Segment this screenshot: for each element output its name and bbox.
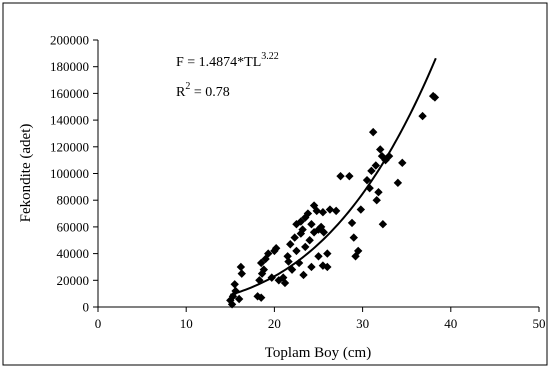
data-point <box>376 145 385 154</box>
data-point <box>312 206 321 216</box>
data-point <box>430 93 440 102</box>
data-point <box>307 220 316 229</box>
equation-annotation: F = 1.4874*TL3.22 <box>176 51 279 70</box>
y-tick-label: 60000 <box>57 219 90 234</box>
data-point <box>398 158 407 168</box>
data-point <box>331 206 341 216</box>
data-point <box>368 127 378 137</box>
y-tick-label: 100000 <box>50 166 89 181</box>
data-point <box>307 262 316 272</box>
data-point <box>259 265 269 274</box>
data-point <box>264 249 273 258</box>
data-point <box>298 225 307 234</box>
r2-label: R <box>176 85 186 100</box>
x-axis-title: Toplam Boy (cm) <box>265 345 371 361</box>
data-point <box>256 293 266 302</box>
data-point <box>319 228 328 237</box>
data-points <box>226 91 440 309</box>
y-tick-label: 40000 <box>57 246 90 261</box>
data-point <box>280 278 290 288</box>
y-tick-label: 200000 <box>50 33 89 48</box>
trend-curve <box>230 57 437 296</box>
data-point <box>371 161 381 170</box>
data-point <box>356 205 366 214</box>
data-point <box>231 286 240 296</box>
x-tick-label: 0 <box>95 316 102 331</box>
data-point <box>418 111 427 121</box>
axes: 0 10 20 30 40 50 0 20000 40000 60000 80000 100000 12… <box>50 33 546 332</box>
data-point <box>261 254 270 264</box>
data-point <box>353 246 363 256</box>
data-point <box>345 171 354 181</box>
x-tick-label: 10 <box>180 316 193 331</box>
data-point <box>303 209 313 218</box>
data-point <box>286 240 295 249</box>
data-point <box>234 294 244 304</box>
data-point <box>372 196 381 205</box>
chart-frame <box>2 2 548 366</box>
data-point <box>296 217 306 226</box>
y-tick-label: 20000 <box>57 273 90 288</box>
data-point <box>301 242 310 252</box>
data-point <box>378 220 388 229</box>
data-point <box>318 208 328 217</box>
data-point <box>384 151 394 161</box>
data-point <box>325 205 335 214</box>
y-tick-label: 0 <box>83 300 90 315</box>
y-tick-label: 140000 <box>50 113 89 128</box>
data-point <box>305 236 314 245</box>
data-point <box>267 273 276 282</box>
data-point <box>283 252 292 261</box>
y-tick-label: 180000 <box>50 59 89 74</box>
x-tick-label: 50 <box>533 316 546 331</box>
data-point <box>367 166 376 176</box>
x-tick-label: 40 <box>444 316 457 331</box>
data-point <box>292 246 301 256</box>
data-point <box>393 178 403 188</box>
y-tick-label: 120000 <box>50 139 89 154</box>
data-point <box>299 270 308 280</box>
y-tick-label: 80000 <box>57 193 90 208</box>
equation-text: F = 1.4874*TL <box>176 55 261 70</box>
r2-value: = 0.78 <box>190 85 229 100</box>
data-point <box>314 252 323 261</box>
data-point <box>374 187 383 197</box>
data-point <box>256 258 266 268</box>
data-point <box>362 175 372 185</box>
r2-annotation: R2 = 0.78 <box>176 81 230 100</box>
data-point <box>255 276 264 285</box>
data-point <box>230 280 239 289</box>
r2-exponent: 2 <box>185 81 190 92</box>
y-axis-title: Fekondite (adet) <box>18 124 34 223</box>
y-tick-label: 160000 <box>50 86 89 101</box>
data-point <box>347 218 357 228</box>
x-tick-label: 20 <box>268 316 281 331</box>
data-point <box>227 300 237 309</box>
data-point <box>336 171 345 181</box>
data-point <box>237 269 246 278</box>
data-point <box>284 257 293 266</box>
data-point <box>236 262 246 272</box>
equation-exponent: 3.22 <box>261 51 279 62</box>
power-fit-curve <box>230 57 437 296</box>
data-point <box>294 258 304 268</box>
data-point <box>271 244 281 253</box>
data-point <box>290 233 299 242</box>
data-point <box>287 265 297 274</box>
data-point <box>349 233 358 242</box>
data-point <box>365 183 374 193</box>
data-point <box>323 262 332 272</box>
data-point <box>323 249 332 258</box>
x-tick-label: 30 <box>356 316 369 331</box>
